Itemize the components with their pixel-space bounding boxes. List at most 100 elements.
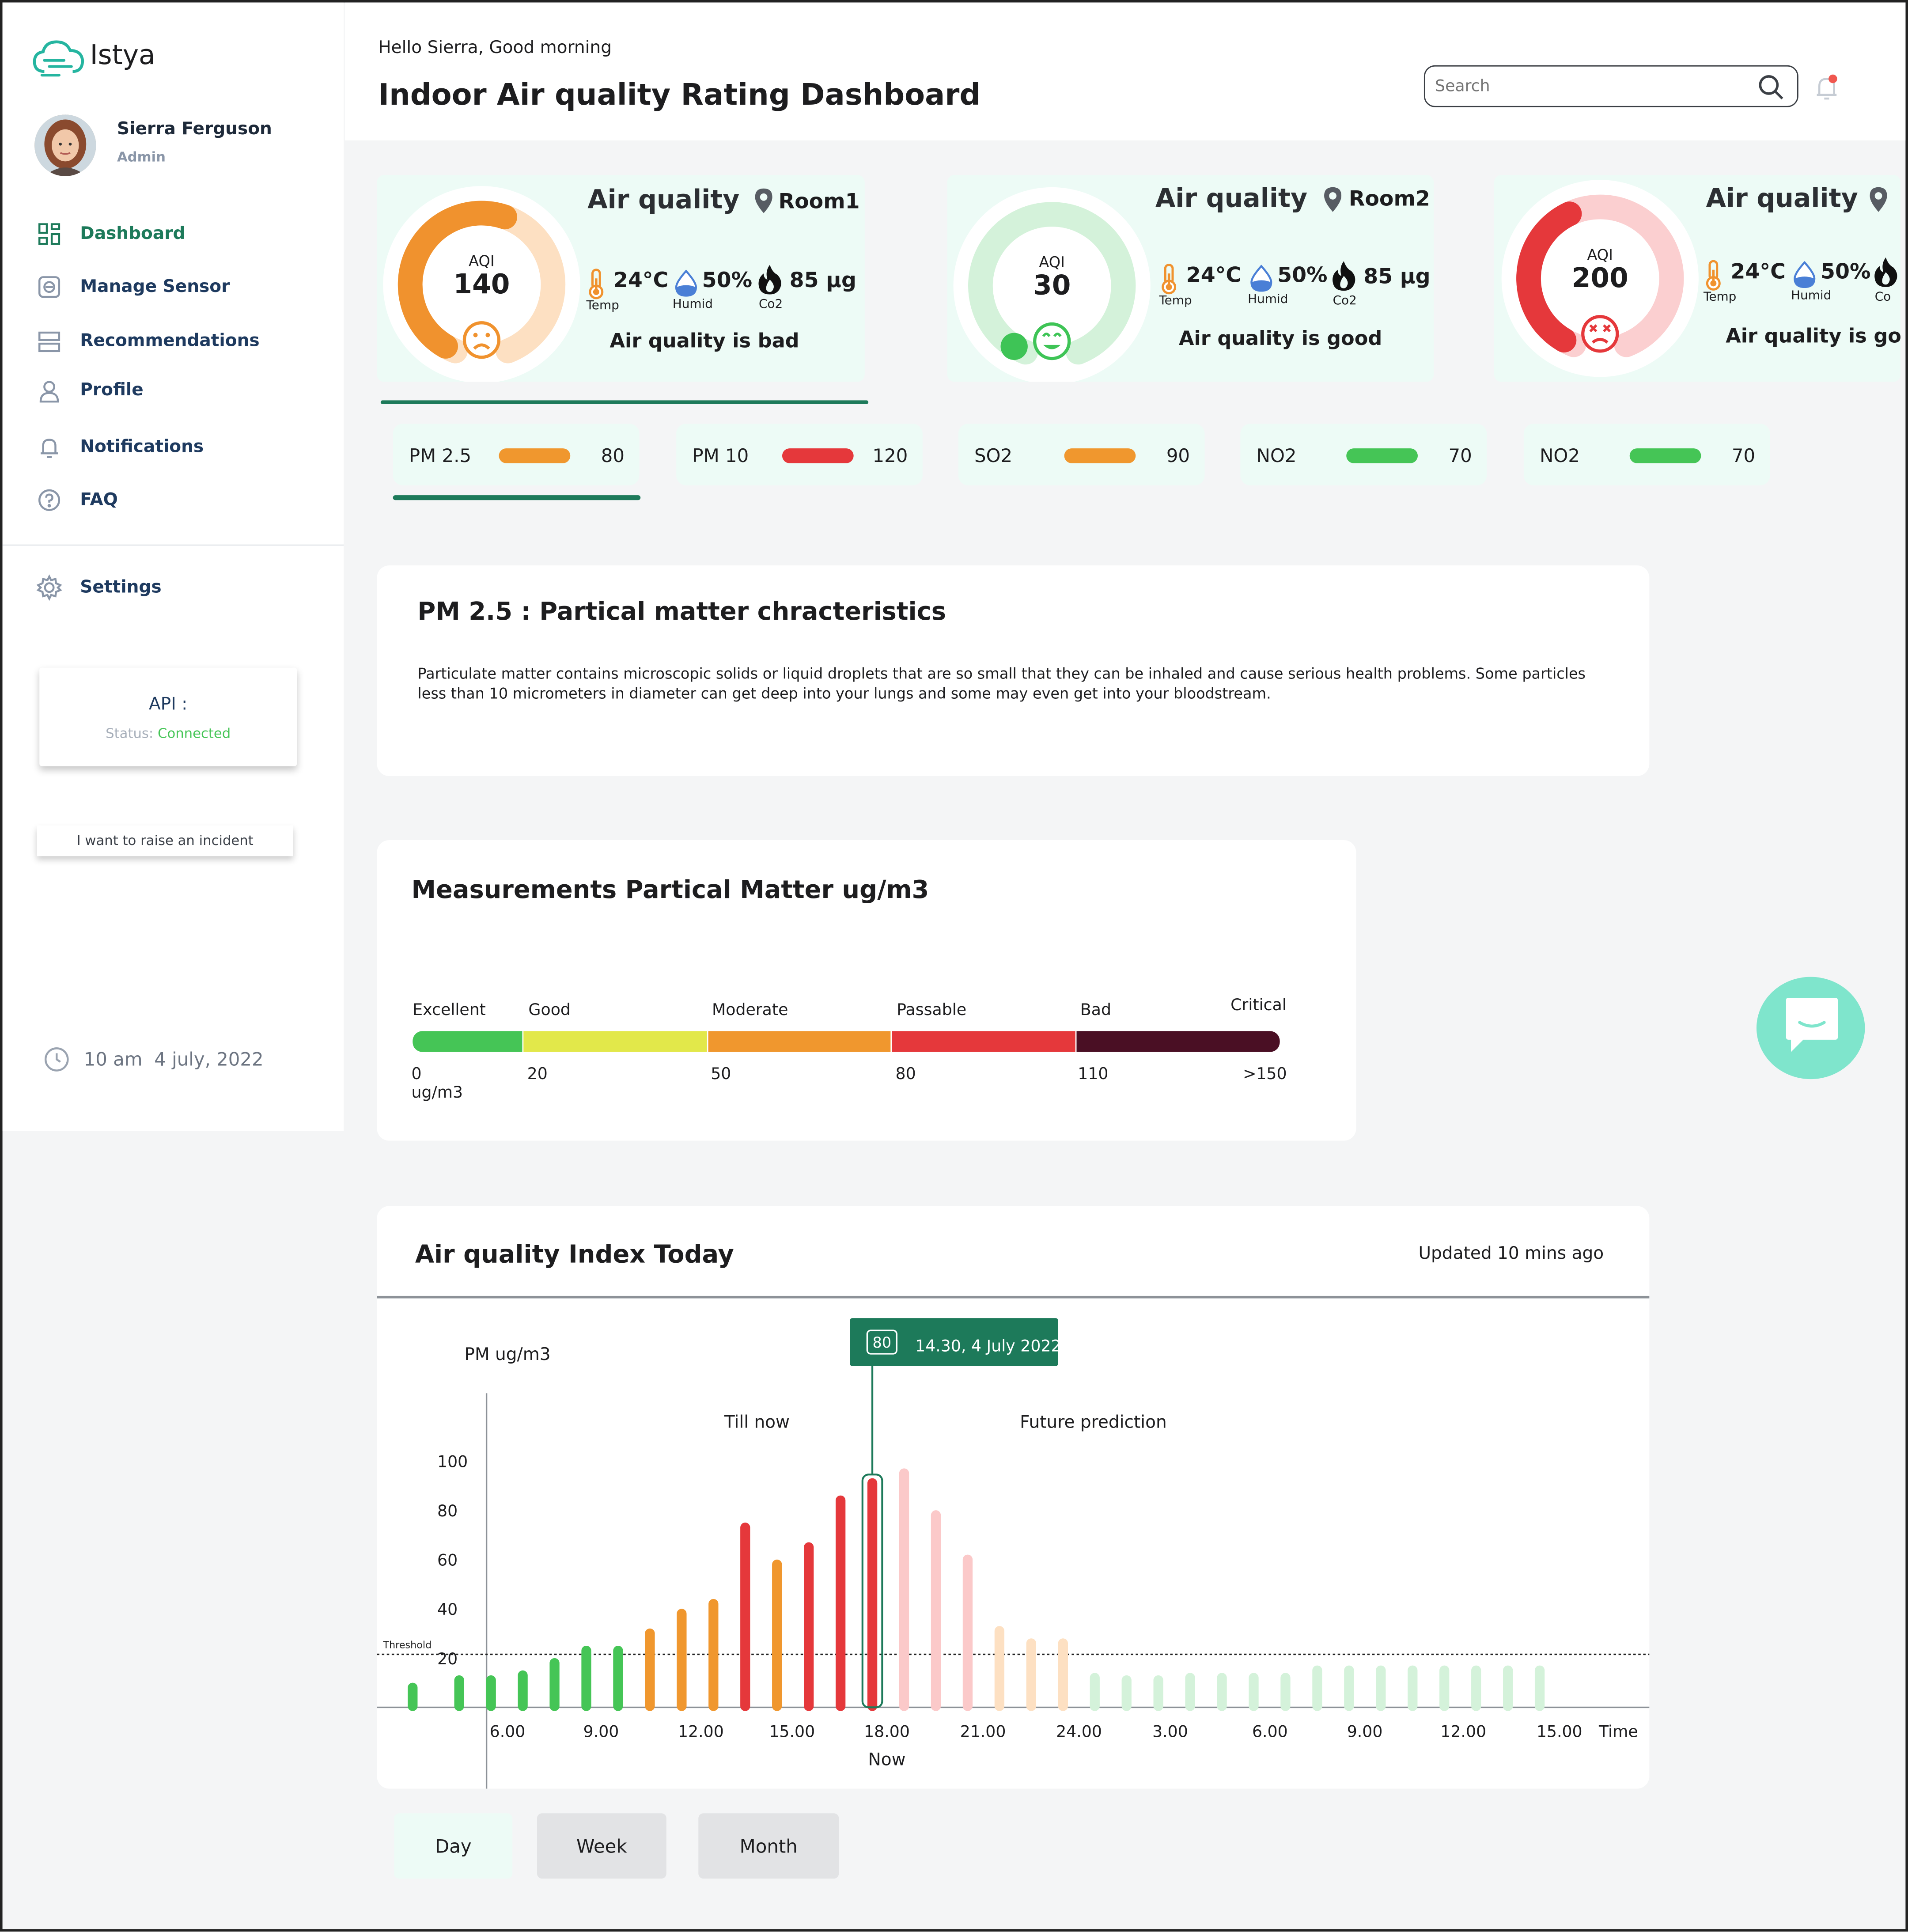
sidebar-item-notifications[interactable]: Notifications [34,431,204,463]
temperature-label: Temp [1159,294,1192,308]
pm-info-card: PM 2.5 : Partical matter chracteristics … [377,565,1650,777]
co2-flame-icon [1872,256,1899,288]
dashboard-icon [34,219,64,249]
co2-label: Co [1874,291,1891,304]
pollutant-pill[interactable]: SO2 90 [958,424,1205,485]
scale-level-label: Critical [1230,996,1287,1015]
scale-level-label: Excellent [413,1001,486,1020]
tab-month[interactable]: Month [698,1813,839,1879]
tab-week[interactable]: Week [537,1813,666,1879]
co2-value: 85 µg [1363,265,1431,290]
humidity-value: 50% [1820,260,1871,285]
measurement-card: Measurements Partical Matter ug/m3 [377,840,1356,1141]
aqi-today-title: Air quality Index Today [415,1239,734,1269]
x-axis-label: Time [1598,1722,1638,1741]
aqi-label: AQI [469,252,495,270]
bell-icon [34,432,64,462]
tooltip-time: 14.30, 4 July 2022 [915,1336,1061,1355]
sidebar-item-settings[interactable]: Settings [34,572,162,604]
sidebar-item-manage-sensor[interactable]: Manage Sensor [34,271,230,303]
pollutant-level-bar [499,448,571,463]
sidebar-item-label: Recommendations [80,331,260,351]
air-quality-status: Air quality is bad [610,329,799,352]
pollutant-value: 80 [601,444,625,467]
temperature-value: 24°C [1730,260,1786,285]
temperature-label: Temp [1704,291,1737,304]
humidity-drop-icon [1250,265,1272,292]
aqi-label: AQI [1587,246,1613,264]
recommendations-icon [34,326,64,356]
api-title: API : [148,694,188,715]
sidebar-item-faq[interactable]: FAQ [34,484,118,516]
pollutant-level-bar [1346,448,1418,463]
y-tick-label: 80 [437,1501,458,1520]
room-name: Room1 [778,189,860,215]
pollutant-name: PM 10 [692,444,749,467]
pollutant-level-bar [782,448,854,463]
notification-bell-icon[interactable] [1813,73,1840,102]
humidity-drop-icon [675,269,697,297]
sidebar-item-label: FAQ [80,490,118,510]
humidity-label: Humid [672,298,713,312]
location-pin-icon [1323,186,1343,213]
raise-incident-button[interactable]: I want to raise an incident [37,825,293,856]
sidebar-item-label: Settings [80,577,162,598]
pollutant-pill[interactable]: PM 10 120 [676,424,923,485]
avatar[interactable] [34,114,96,176]
threshold-label: Threshold [382,1640,432,1651]
sidebar-divider [2,544,344,546]
sidebar-item-profile[interactable]: Profile [34,375,144,407]
scale-tick-label: >150 [1242,1065,1287,1084]
sidebar: Istya Sierra Ferguson Admin Dashboard Ma… [2,2,344,1131]
chart-tooltip [850,1318,1058,1366]
temperature-value: 24°C [613,268,669,293]
user-role: Admin [117,149,166,165]
search-input[interactable] [1435,74,1743,99]
thermometer-icon [1704,259,1723,291]
scale-level-label: Moderate [712,1001,788,1020]
pollutant-value: 70 [1448,444,1472,467]
scale-unit: ug/m3 [411,1084,463,1103]
scale-segment [1076,1031,1280,1052]
co2-flame-icon [1330,260,1357,292]
search-icon[interactable] [1758,74,1785,101]
humidity-label: Humid [1248,293,1288,307]
x-tick-label: 21.00 [960,1722,1006,1741]
co2-value: 85 µg [789,268,857,293]
x-tick-label: 3.00 [1152,1722,1188,1741]
x-tick-label: 24.00 [1056,1722,1102,1741]
pollutant-pill[interactable]: NO2 70 [1240,424,1487,485]
sidebar-item-recommendations[interactable]: Recommendations [34,325,260,357]
room-active-indicator [380,400,869,404]
x-tick-label: 6.00 [490,1722,526,1741]
co2-label: Co2 [1333,294,1357,308]
x-tick-label: 12.00 [678,1722,724,1741]
location-pin-icon [1869,186,1889,213]
api-status-card: API : Status: Connected [39,667,297,766]
pollutant-value: 90 [1166,444,1190,467]
tooltip-value: 80 [873,1334,892,1351]
pollutant-level-bar [1629,448,1701,463]
tab-day[interactable]: Day [394,1813,513,1879]
aqi-bar-chart: Threshold PM ug/m3 100 80 60 40 20 6.00 9.00 12.0… [377,1318,1650,1789]
pollutant-pill[interactable]: NO2 70 [1523,424,1770,485]
co2-label: Co2 [758,298,783,312]
pm-info-body: Particulate matter contains microscopic … [417,665,1586,702]
y-tick-label: 20 [437,1649,458,1668]
x-tick-label: 15.00 [1537,1722,1582,1741]
pm-info-title: PM 2.5 : Partical matter chracteristics [417,596,946,626]
pollutant-level-bar [1064,448,1136,463]
air-quality-status: Air quality is good [1178,326,1382,350]
sidebar-item-dashboard[interactable]: Dashboard [34,218,185,250]
x-tick-label: 15.00 [769,1722,815,1741]
room-card-title: Air quality [1706,183,1858,213]
brand-name: Istya [90,41,155,72]
scale-level-label: Passable [897,1001,967,1020]
pollutant-name: PM 2.5 [409,444,472,467]
pollutant-pill[interactable]: PM 2.5 80 [393,424,640,485]
chat-button[interactable] [1756,977,1865,1080]
page-title: Indoor Air quality Rating Dashboard [378,77,981,112]
clock-icon [43,1046,70,1073]
user-name: Sierra Ferguson [117,119,272,140]
